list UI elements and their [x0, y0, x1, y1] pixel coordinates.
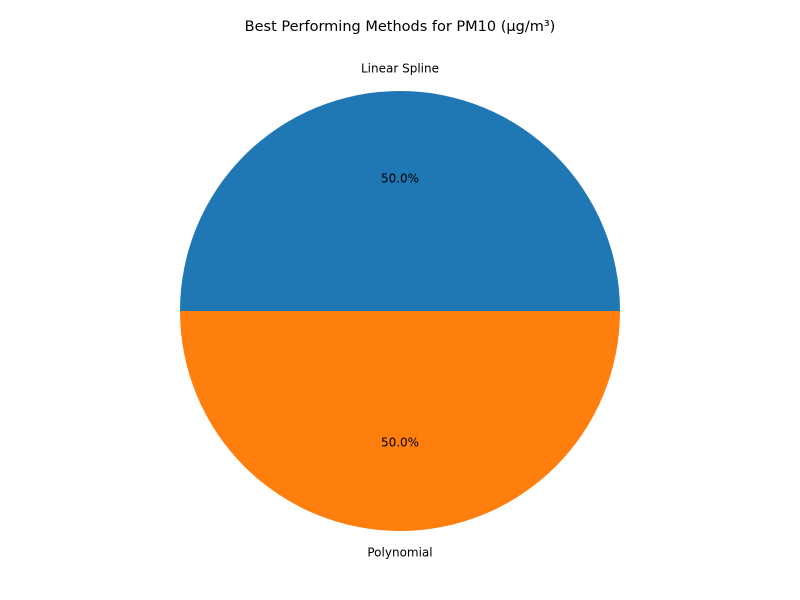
pie-slice-polynomial — [180, 311, 620, 531]
pie-labels: Linear Spline 50.0% Polynomial 50.0% — [361, 62, 439, 560]
slice-percent-polynomial: 50.0% — [381, 436, 419, 450]
slice-percent-linear-spline: 50.0% — [381, 172, 419, 186]
slice-label-linear-spline: Linear Spline — [361, 62, 439, 76]
slice-label-polynomial: Polynomial — [367, 546, 432, 560]
pie-slice-linear-spline — [180, 91, 620, 311]
chart-title: Best Performing Methods for PM10 (μg/m³) — [245, 19, 556, 35]
pie-slices — [180, 91, 620, 531]
